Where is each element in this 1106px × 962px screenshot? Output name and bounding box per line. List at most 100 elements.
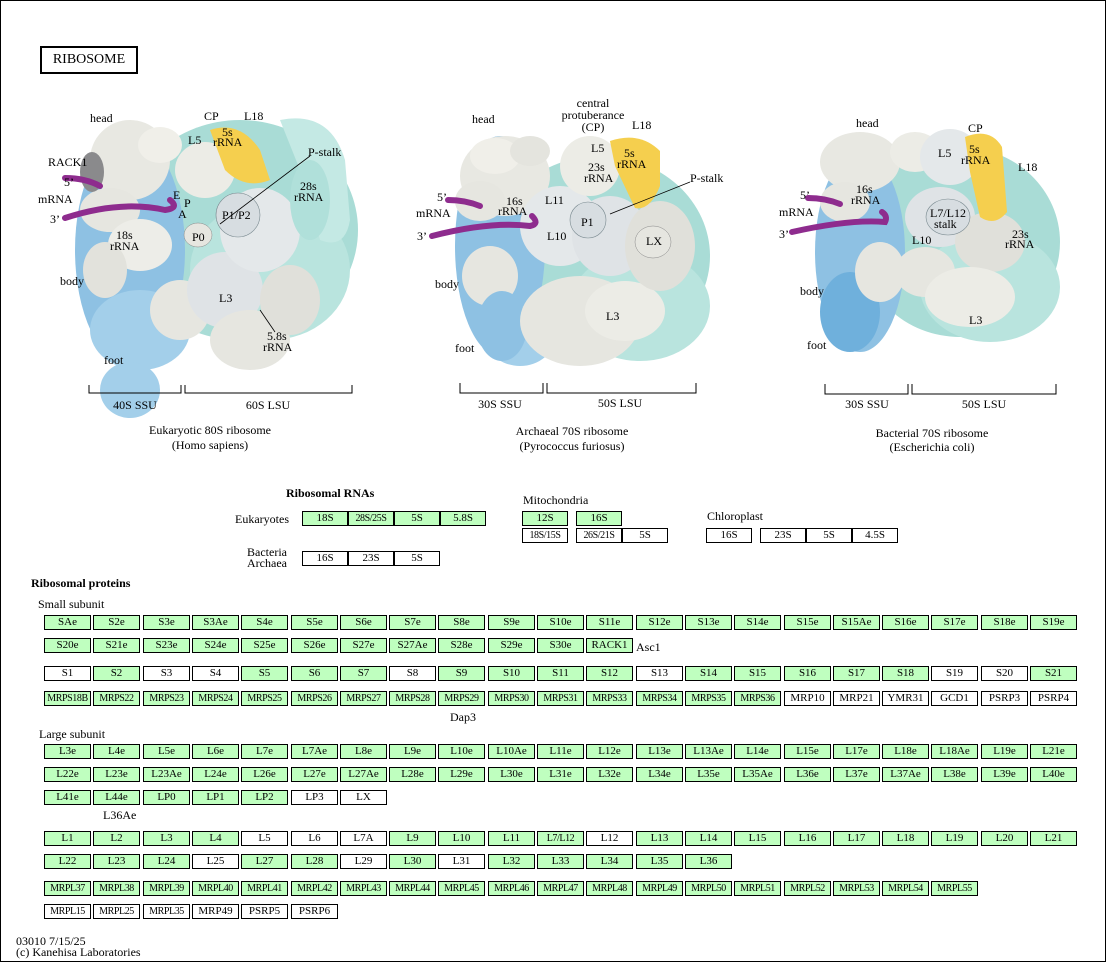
gene-box-l15e[interactable]: L15e (784, 744, 831, 759)
gene-box-l28[interactable]: L28 (291, 854, 338, 869)
gene-box-l36[interactable]: L36 (685, 854, 732, 869)
gene-box-l9e[interactable]: L9e (389, 744, 436, 759)
gene-box-mrps34[interactable]: MRPS34 (636, 691, 683, 706)
gene-box-mrpl42[interactable]: MRPL42 (291, 881, 338, 896)
gene-box-l21[interactable]: L21 (1030, 831, 1077, 846)
gene-box-psrp5[interactable]: PSRP5 (241, 904, 288, 919)
gene-box-l7e[interactable]: L7e (241, 744, 288, 759)
gene-box-mrpl47[interactable]: MRPL47 (537, 881, 584, 896)
gene-box-l12e[interactable]: L12e (586, 744, 633, 759)
gene-box-mrpl43[interactable]: MRPL43 (340, 881, 387, 896)
gene-box-s12e[interactable]: S12e (636, 615, 683, 630)
gene-box-mrps27[interactable]: MRPS27 (340, 691, 387, 706)
gene-box-mrps33[interactable]: MRPS33 (586, 691, 633, 706)
gene-box-s27e[interactable]: S27e (340, 638, 387, 653)
gene-box-s25e[interactable]: S25e (241, 638, 288, 653)
gene-box-mrpl51[interactable]: MRPL51 (734, 881, 781, 896)
gene-box-5-8s[interactable]: 5.8S (440, 511, 486, 526)
gene-box-s16e[interactable]: S16e (882, 615, 929, 630)
gene-box-s10e[interactable]: S10e (537, 615, 584, 630)
gene-box-mrps24[interactable]: MRPS24 (192, 691, 239, 706)
gene-box-l28e[interactable]: L28e (389, 767, 436, 782)
gene-box-mrpl25[interactable]: MRPL25 (93, 904, 140, 919)
gene-box-l31e[interactable]: L31e (537, 767, 584, 782)
gene-box-l34[interactable]: L34 (586, 854, 633, 869)
gene-box-l21e[interactable]: L21e (1030, 744, 1077, 759)
gene-box-s26e[interactable]: S26e (291, 638, 338, 653)
gene-box-l4[interactable]: L4 (192, 831, 239, 846)
gene-box-ymr31[interactable]: YMR31 (882, 691, 929, 706)
gene-box-s15[interactable]: S15 (734, 666, 781, 681)
gene-box-l30[interactable]: L30 (389, 854, 436, 869)
gene-box-sae[interactable]: SAe (44, 615, 91, 630)
gene-box-23s[interactable]: 23S (348, 551, 394, 566)
gene-box-18s-15s[interactable]: 18S/15S (522, 528, 568, 543)
gene-box-l20[interactable]: L20 (981, 831, 1028, 846)
gene-box-s2[interactable]: S2 (93, 666, 140, 681)
gene-box-l7-l12[interactable]: L7/L12 (537, 831, 584, 846)
gene-box-s30e[interactable]: S30e (537, 638, 584, 653)
gene-box-psrp4[interactable]: PSRP4 (1030, 691, 1077, 706)
gene-box-5s[interactable]: 5S (806, 528, 852, 543)
gene-box-s15e[interactable]: S15e (784, 615, 831, 630)
gene-box-l26e[interactable]: L26e (241, 767, 288, 782)
gene-box-mrp49[interactable]: MRP49 (192, 904, 239, 919)
gene-box-s19[interactable]: S19 (931, 666, 978, 681)
gene-box-s15ae[interactable]: S15Ae (833, 615, 880, 630)
gene-box-s27ae[interactable]: S27Ae (389, 638, 436, 653)
gene-box-l35[interactable]: L35 (636, 854, 683, 869)
gene-box-s20e[interactable]: S20e (44, 638, 91, 653)
gene-box-s21[interactable]: S21 (1030, 666, 1077, 681)
gene-box-mrps25[interactable]: MRPS25 (241, 691, 288, 706)
gene-box-mrpl40[interactable]: MRPL40 (192, 881, 239, 896)
gene-box-s3e[interactable]: S3e (143, 615, 190, 630)
gene-box-26s-21s[interactable]: 26S/21S (576, 528, 622, 543)
gene-box-l9[interactable]: L9 (389, 831, 436, 846)
gene-box-s8[interactable]: S8 (389, 666, 436, 681)
gene-box-s14e[interactable]: S14e (734, 615, 781, 630)
gene-box-l2[interactable]: L2 (93, 831, 140, 846)
gene-box-l6e[interactable]: L6e (192, 744, 239, 759)
gene-box-l10[interactable]: L10 (438, 831, 485, 846)
gene-box-l17e[interactable]: L17e (833, 744, 880, 759)
gene-box-l10e[interactable]: L10e (438, 744, 485, 759)
gene-box-s2e[interactable]: S2e (93, 615, 140, 630)
gene-box-mrpl50[interactable]: MRPL50 (685, 881, 732, 896)
gene-box-s21e[interactable]: S21e (93, 638, 140, 653)
gene-box-l7a[interactable]: L7A (340, 831, 387, 846)
gene-box-16s[interactable]: 16S (302, 551, 348, 566)
gene-box-l37e[interactable]: L37e (833, 767, 880, 782)
gene-box-lp1[interactable]: LP1 (192, 790, 239, 805)
gene-box-mrps36[interactable]: MRPS36 (734, 691, 781, 706)
gene-box-l6[interactable]: L6 (291, 831, 338, 846)
gene-box-s16[interactable]: S16 (784, 666, 831, 681)
gene-box-psrp6[interactable]: PSRP6 (291, 904, 338, 919)
gene-box-16s[interactable]: 16S (576, 511, 622, 526)
gene-box-18s[interactable]: 18S (302, 511, 348, 526)
gene-box-mrpl37[interactable]: MRPL37 (44, 881, 91, 896)
gene-box-4-5s[interactable]: 4.5S (852, 528, 898, 543)
gene-box-s20[interactable]: S20 (981, 666, 1028, 681)
gene-box-l7ae[interactable]: L7Ae (291, 744, 338, 759)
gene-box-5s[interactable]: 5S (394, 551, 440, 566)
gene-box-l18ae[interactable]: L18Ae (931, 744, 978, 759)
gene-box-mrpl53[interactable]: MRPL53 (833, 881, 880, 896)
gene-box-s11[interactable]: S11 (537, 666, 584, 681)
gene-box-5s[interactable]: 5S (622, 528, 668, 543)
gene-box-mrpl46[interactable]: MRPL46 (488, 881, 535, 896)
gene-box-lp0[interactable]: LP0 (143, 790, 190, 805)
gene-box-gcd1[interactable]: GCD1 (931, 691, 978, 706)
gene-box-s14[interactable]: S14 (685, 666, 732, 681)
gene-box-16s[interactable]: 16S (706, 528, 752, 543)
gene-box-l41e[interactable]: L41e (44, 790, 91, 805)
gene-box-l15[interactable]: L15 (734, 831, 781, 846)
gene-box-l23e[interactable]: L23e (93, 767, 140, 782)
gene-box-s17e[interactable]: S17e (931, 615, 978, 630)
gene-box-28s-25s[interactable]: 28S/25S (348, 511, 394, 526)
gene-box-l29e[interactable]: L29e (438, 767, 485, 782)
gene-box-s10[interactable]: S10 (488, 666, 535, 681)
gene-box-mrps30[interactable]: MRPS30 (488, 691, 535, 706)
gene-box-l13ae[interactable]: L13Ae (685, 744, 732, 759)
gene-box-l18[interactable]: L18 (882, 831, 929, 846)
gene-box-s3[interactable]: S3 (143, 666, 190, 681)
